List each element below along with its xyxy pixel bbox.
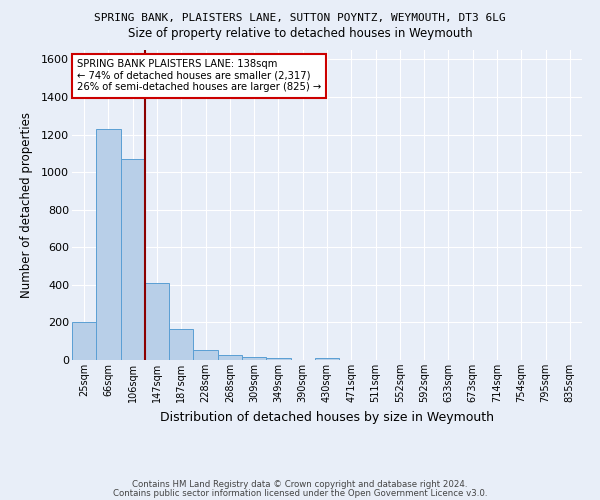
Bar (96, 129, 121, 360)
Bar (315, 358, 339, 360)
Y-axis label: Number of detached properties: Number of detached properties (20, 112, 33, 298)
Text: Size of property relative to detached houses in Weymouth: Size of property relative to detached ho… (128, 28, 472, 40)
Text: Contains HM Land Registry data © Crown copyright and database right 2024.: Contains HM Land Registry data © Crown c… (132, 480, 468, 489)
Bar (145, 283, 169, 360)
Text: Contains public sector information licensed under the Open Government Licence v3: Contains public sector information licen… (113, 488, 487, 498)
Bar (193, 350, 218, 360)
Bar (242, 356, 266, 360)
Bar (72, 322, 96, 360)
Text: SPRING BANK, PLAISTERS LANE, SUTTON POYNTZ, WEYMOUTH, DT3 6LG: SPRING BANK, PLAISTERS LANE, SUTTON POYN… (94, 12, 506, 22)
Bar (121, 159, 145, 360)
Bar (218, 356, 242, 360)
Text: SPRING BANK PLAISTERS LANE: 138sqm
← 74% of detached houses are smaller (2,317)
: SPRING BANK PLAISTERS LANE: 138sqm ← 74%… (77, 60, 322, 92)
X-axis label: Distribution of detached houses by size in Weymouth: Distribution of detached houses by size … (160, 410, 494, 424)
Bar (266, 358, 290, 360)
Bar (169, 329, 193, 360)
